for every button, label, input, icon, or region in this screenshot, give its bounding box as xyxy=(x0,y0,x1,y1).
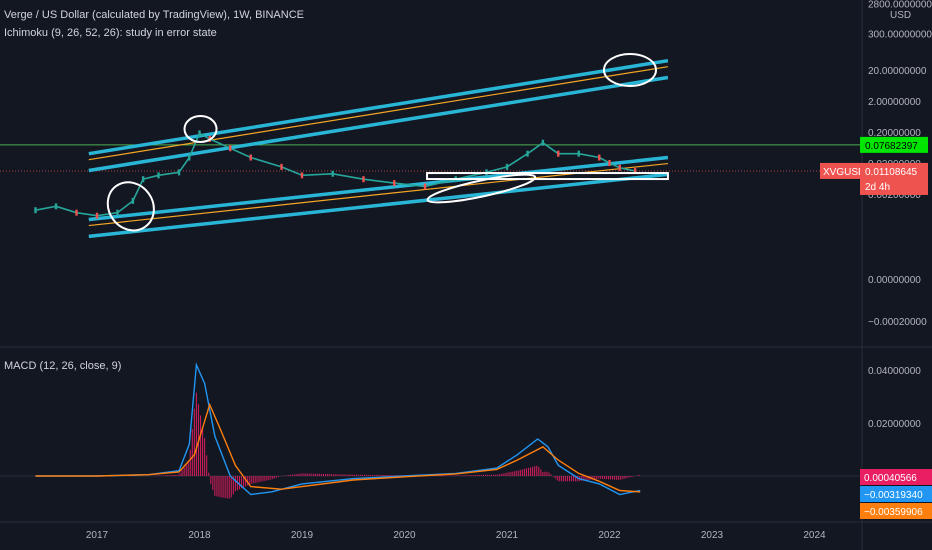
lower-channel-top xyxy=(88,155,669,222)
time-tick-label: 2018 xyxy=(188,530,211,541)
price-tick-label: 300.00000000 xyxy=(868,30,932,41)
upper-channel-bottom xyxy=(88,75,669,173)
price-candle xyxy=(505,163,509,170)
macd-line xyxy=(35,362,641,496)
price-candle xyxy=(633,168,637,175)
price-tick-label: 2800.00000000 xyxy=(868,0,932,10)
macd-tick-label: 0.04000000 xyxy=(868,366,921,377)
price-candle xyxy=(608,160,611,166)
annotation-ellipse xyxy=(426,173,537,204)
chart-title: Verge / US Dollar (calculated by Trading… xyxy=(4,9,304,21)
price-candle xyxy=(141,176,145,183)
signal-line xyxy=(35,402,641,493)
price-candle xyxy=(249,154,252,161)
annotation-box xyxy=(426,172,669,181)
price-candle xyxy=(177,169,181,176)
price-candle xyxy=(331,170,334,177)
price-candle xyxy=(116,209,119,216)
time-tick-label: 2017 xyxy=(86,530,109,541)
time-tick-label: 2021 xyxy=(496,530,519,541)
time-tick-label: 2023 xyxy=(701,530,724,541)
price-candle xyxy=(188,154,191,161)
time-tick-label: 2020 xyxy=(393,530,416,541)
signal-tag xyxy=(860,503,932,519)
macd-tag xyxy=(860,486,932,502)
price-candle xyxy=(393,180,396,187)
price-candle xyxy=(577,150,580,157)
price-tick-label: 0.00200000 xyxy=(868,190,921,201)
ichimoku-study-label: Ichimoku (9, 26, 52, 26): study in error… xyxy=(4,27,217,39)
price-candle xyxy=(300,172,304,179)
horizontal-line-label: 0.07682397 xyxy=(865,141,918,152)
symbol-label: XVGUSD xyxy=(823,167,865,178)
price-axis-unit: USD xyxy=(890,10,911,21)
last-price-tag xyxy=(860,162,928,195)
price-candle xyxy=(526,150,529,157)
price-candle xyxy=(362,176,365,183)
price-candle xyxy=(95,212,99,219)
macd-tick-label: 0.02000000 xyxy=(868,419,921,430)
histogram-tag-label: 0.00040566 xyxy=(864,473,917,484)
histogram-tag xyxy=(860,469,932,485)
price-candle xyxy=(598,154,601,161)
upper-channel-mid xyxy=(88,66,669,161)
price-candle xyxy=(280,163,283,170)
price-candle xyxy=(541,139,545,146)
macd-title: MACD (12, 26, close, 9) xyxy=(4,360,122,372)
price-candle xyxy=(34,207,37,214)
annotation-ellipse xyxy=(183,114,218,143)
horizontal-line-tag xyxy=(860,136,928,153)
price-candle xyxy=(131,197,135,204)
price-candle xyxy=(75,209,78,216)
price-candle xyxy=(229,145,232,152)
time-tick-label: 2019 xyxy=(291,530,314,541)
price-candle xyxy=(54,203,58,210)
upper-channel-top xyxy=(88,58,669,156)
last-price-label: 0.01108645 xyxy=(865,167,918,178)
price-candle xyxy=(618,164,621,171)
annotation-ellipse xyxy=(106,181,155,232)
annotation-ellipse xyxy=(603,53,657,87)
price-tick-label: 0.20000000 xyxy=(868,128,921,139)
price-line xyxy=(35,132,636,217)
countdown-label: 2d 4h xyxy=(865,182,890,193)
price-tick-label: 0.00000000 xyxy=(868,275,921,286)
lower-channel-bottom xyxy=(88,172,669,239)
price-tick-label: 2.00000000 xyxy=(868,97,921,108)
symbol-tag xyxy=(820,162,862,179)
price-candle xyxy=(157,172,160,179)
price-candle xyxy=(423,183,427,190)
price-tick-label: −0.00020000 xyxy=(868,317,927,328)
price-candle xyxy=(198,130,201,137)
macd-tag-label: −0.00319340 xyxy=(864,490,923,501)
signal-tag-label: −0.00359906 xyxy=(864,507,923,518)
time-tick-label: 2022 xyxy=(598,530,621,541)
time-tick-label: 2024 xyxy=(803,530,826,541)
price-candle xyxy=(557,150,560,157)
price-tick-label: 20.00000000 xyxy=(868,66,927,77)
